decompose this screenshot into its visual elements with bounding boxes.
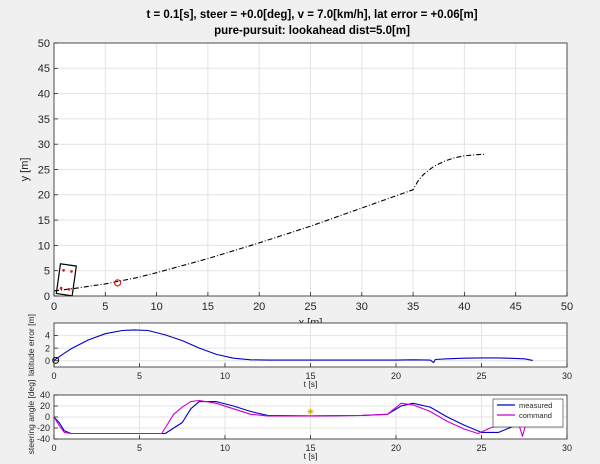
vehicle-wheel [62,268,66,272]
series-line-trajectory-0 [53,153,485,292]
x-axis-label: t [s] [304,451,318,461]
y-tick-label: 50 [38,38,50,50]
vehicle-marker [55,263,77,297]
x-tick-label: 45 [510,301,522,313]
x-tick-label: 20 [391,371,401,381]
x-tick-label: 50 [561,301,573,313]
figure-title-line1: t = 0.1[s], steer = +0.0[deg], v = 7.0[k… [146,9,477,21]
y-tick-label: 40 [40,390,50,400]
x-tick-label: 25 [476,371,486,381]
legend-label-measured: measured [519,401,552,410]
x-tick-label: 30 [356,301,368,313]
y-tick-label: 0 [45,356,50,366]
trajectory-plot: 0 5 10 15 20 25 30 35 40 45 50 0 5 10 15 20 25 30 35 40 45 50… [19,38,573,329]
y-tick-label: 20 [40,401,50,411]
y-tick-label: 25 [38,164,50,176]
vehicle-wheel [59,286,63,290]
y-tick-label: -20 [37,423,50,433]
y-tick-label: 2 [45,343,50,353]
x-tick-label: 15 [305,371,315,381]
x-tick-label: 15 [305,443,315,453]
y-tick-label: 4 [45,331,50,341]
current-time-marker [52,356,60,364]
vehicle-wheel [70,270,73,273]
y-tick-label: 30 [38,139,50,151]
x-tick-label: 10 [220,371,230,381]
x-tick-label: 5 [102,301,108,313]
y-tick-label: 0 [44,291,50,303]
x-tick-label: 15 [202,301,214,313]
x-axis-label: t [s] [304,379,318,389]
vehicle-wheel [67,287,71,291]
x-tick-label: 20 [391,443,401,453]
x-tick-label: 25 [304,301,316,313]
x-tick-label: 5 [137,371,142,381]
y-tick-label: 20 [38,190,50,202]
y-tick-label: 40 [38,88,50,100]
y-tick-label: 5 [44,266,50,278]
x-tick-label: 20 [253,301,265,313]
y-tick-label: -40 [37,434,50,444]
legend-box [492,398,564,428]
x-tick-label: 30 [562,443,572,453]
y-tick-label: 15 [38,215,50,227]
y-tick-label: 10 [38,240,50,252]
x-tick-label: 10 [150,301,162,313]
y-tick-label: 35 [38,114,50,126]
x-tick-label: 35 [407,301,419,313]
figure-title-line2: pure-pursuit: lookahead dist=5.0[m] [214,25,410,37]
x-tick-label: 0 [51,443,56,453]
y-axis-label: latitude error [m] [26,314,36,376]
x-tick-label: 10 [220,443,230,453]
x-tick-label: 25 [476,443,486,453]
lateral-error-plot: 0 5 10 15 20 25 30 0 2 4 t [s] latitude error [m] [26,314,572,389]
x-tick-label: 5 [137,443,142,453]
current-time-marker [307,408,314,415]
lookahead-point [114,279,122,287]
y-axis-label: steering angle [deg] [26,380,36,455]
vehicle-body [55,263,77,297]
series-line-lateral_error-0 [53,329,533,364]
y-tick-label: 45 [38,63,50,75]
x-tick-label: 0 [51,371,56,381]
y-axis-label: y [m] [19,158,31,182]
x-tick-label: 40 [458,301,470,313]
legend-label-command: command [519,411,552,420]
y-tick-label: 0 [45,412,50,422]
x-tick-label: 30 [562,371,572,381]
x-tick-label: 0 [51,301,57,313]
